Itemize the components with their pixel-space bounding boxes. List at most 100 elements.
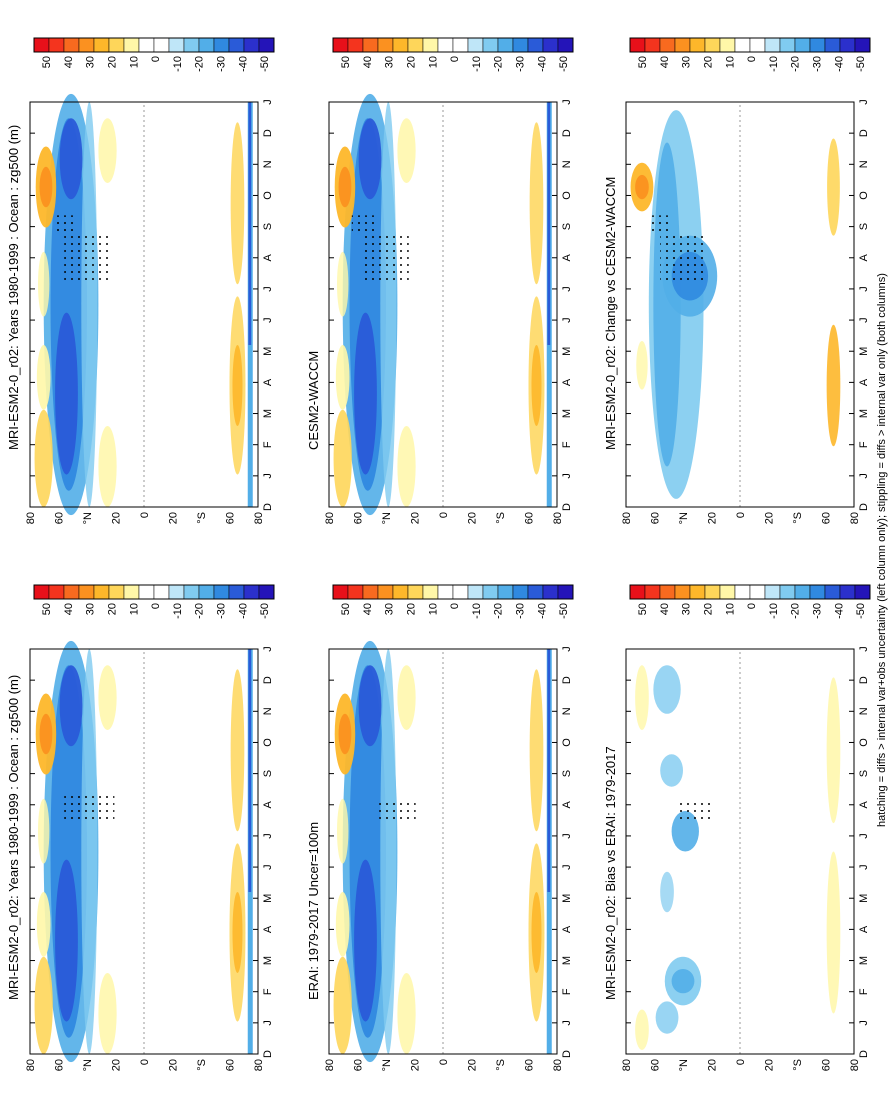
colorbar: 50 40 30 20 10 0 -10 -20 -30 -40 -50 [332,584,574,619]
field-blob [671,968,695,994]
month-tick-label: M [858,894,870,903]
field-strip [248,102,252,345]
lat-tick-label: 80 [324,1059,336,1071]
colorbar-segment [33,584,50,600]
colorbar-segment [392,584,409,600]
colorbar-segment [542,37,559,53]
month-tick-label: M [858,347,870,356]
colorbar-segment [377,37,394,53]
colorbar-label: 20 [106,603,118,615]
lat-tick-label: 20 [707,1059,719,1071]
colorbar-segment [629,37,646,53]
month-tick-label: N [561,707,573,715]
month-tick-label: A [561,800,573,808]
month-tick-label: D [561,1050,573,1058]
month-tick-label: M [262,956,274,965]
month-tick-label: D [858,129,870,137]
month-tick-label: J [561,317,573,323]
field-blob [397,118,416,183]
colorbar-segment [198,584,215,600]
month-tick-label: A [858,378,870,386]
colorbar-label: 20 [405,56,417,68]
colorbar-segment [108,584,125,600]
month-tick-label: D [561,676,573,684]
colorbar: 50 40 30 20 10 0 -10 -20 -30 -40 -50 [629,584,871,619]
colorbar-segment [527,37,544,53]
plot-background [626,649,854,1054]
field-blob [39,166,53,208]
panel-title-bottom-left: MRI-ESM2-0_r02: Bias vs ERAI: 1979-2017 [603,746,618,1000]
colorbar-segment [168,37,185,53]
lat-tick-label: 60 [524,512,536,524]
colorbar-segment [794,584,811,600]
field-blob [827,138,840,236]
field-blob [635,1009,649,1050]
colorbar-frame [33,37,275,53]
colorbar-segment [377,584,394,600]
field-blob [655,1001,679,1034]
month-tick-label: A [262,925,274,933]
colorbar-segment [213,37,230,53]
colorbar-label: 40 [659,603,671,615]
month-tick-label: A [858,925,870,933]
colorbar-segment [764,37,781,53]
panel-title-top-left: MRI-ESM2-0_r02: Years 1980-1999 : Ocean … [6,675,21,1000]
colorbar-label: -10 [172,603,184,619]
colorbar-label: 50 [41,56,53,68]
stipple-region [52,215,76,236]
month-tick-label: O [262,191,274,200]
month-tick-label: J [561,286,573,292]
colorbar-segment [153,37,170,53]
colorbar-segment [183,584,200,600]
month-tick-label: S [858,223,870,230]
field-blob [354,312,377,475]
stipple-region [676,798,713,820]
lat-tick-label: 60 [821,512,833,524]
colorbar-label: -50 [855,56,867,72]
month-tick-label: J [262,99,274,105]
field-blob [230,669,245,832]
colorbar-label: -40 [833,603,845,619]
lat-tick-label: °S [792,1059,804,1071]
lat-tick-label: 60 [650,1059,662,1071]
colorbar-label: 40 [659,56,671,68]
month-tick-label: M [262,409,274,418]
colorbar-segment [629,584,646,600]
month-tick-label: J [858,646,870,652]
colorbar-segment [719,584,736,600]
lat-tick-label: 20 [764,1059,776,1071]
lat-tick-label: 80 [621,1059,633,1071]
month-tick-label: D [858,1050,870,1058]
field-blob [59,118,83,200]
colorbar-segment [854,584,871,600]
lat-tick-label: 20 [168,1059,180,1071]
month-tick-label: A [561,378,573,386]
field-blob [660,871,674,913]
colorbar-segment [527,584,544,600]
month-tick-label: D [262,676,274,684]
lat-tick-label: 20 [707,512,719,524]
field-blob [397,665,416,730]
colorbar-segment [407,584,424,600]
colorbar-label: -40 [237,56,249,72]
colorbar-label: 40 [362,56,374,68]
lat-tick-label: °N [381,512,393,524]
lat-tick-label: 80 [253,512,265,524]
field-blob [335,345,350,410]
colorbar-segment [48,584,65,600]
lat-tick-label: 20 [410,512,422,524]
colorbar-segment [689,37,706,53]
month-tick-label: A [858,800,870,808]
colorbar: 50 40 30 20 10 0 -10 -20 -30 -40 -50 [629,37,871,72]
colorbar-frame [332,37,574,53]
colorbar-label: -50 [259,56,271,72]
colorbar-frame [629,584,871,600]
stipple-region [363,235,409,285]
colorbar-label: -20 [790,603,802,619]
field-blob [230,122,245,285]
colorbar-label: -40 [833,56,845,72]
month-tick-label: J [561,473,573,479]
lat-tick-label: 80 [25,512,37,524]
panel-title-middle-right: CESM2-WACCM [306,351,321,450]
